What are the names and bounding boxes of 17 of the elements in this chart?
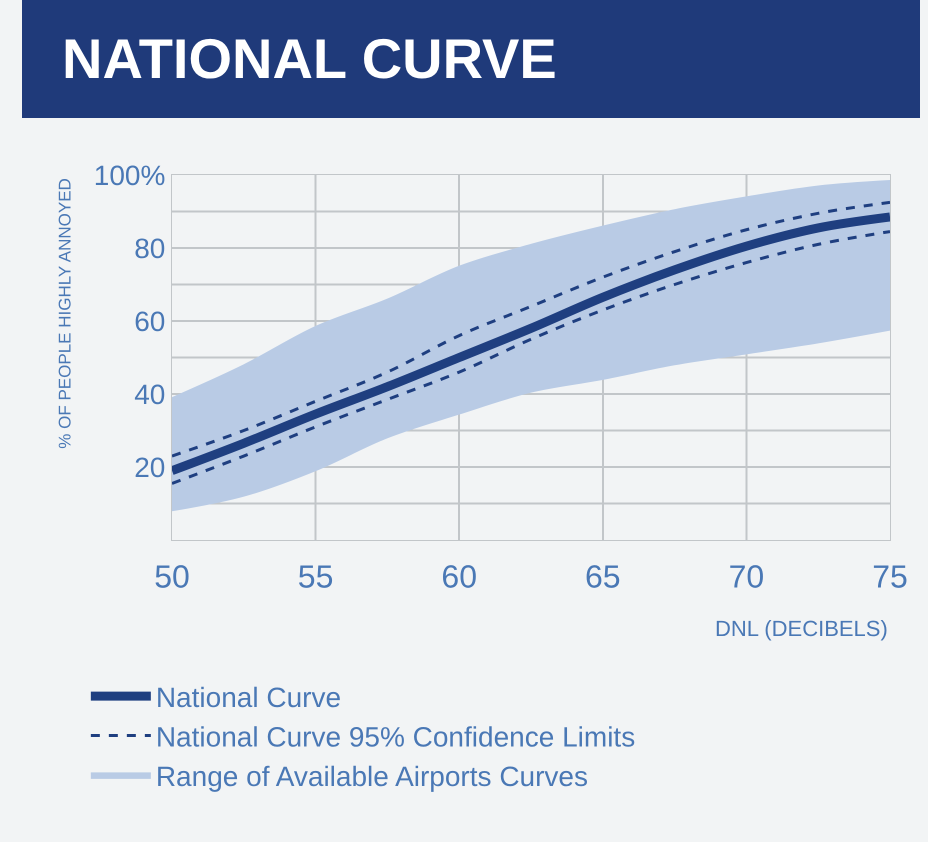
y-axis-title: % OF PEOPLE HIGHLY ANNOYED bbox=[55, 178, 74, 449]
x-tick-label: 55 bbox=[298, 558, 334, 594]
x-tick-label: 70 bbox=[728, 558, 764, 594]
legend-label: National Curve bbox=[156, 682, 342, 714]
x-tick-label: 65 bbox=[585, 558, 621, 594]
legend-label: National Curve 95% Confidence Limits bbox=[156, 721, 636, 752]
x-tick-label: 75 bbox=[872, 558, 908, 594]
y-tick-label: 100% bbox=[94, 160, 166, 191]
x-axis-title: DNL (DECIBELS) bbox=[715, 616, 888, 641]
x-tick-label: 60 bbox=[441, 558, 477, 594]
y-tick-label: 80 bbox=[134, 232, 166, 264]
x-tick-label: 50 bbox=[154, 558, 190, 594]
y-tick-label: 20 bbox=[134, 452, 166, 483]
y-tick-label: 60 bbox=[134, 306, 166, 337]
chart-title: NATIONAL CURVE bbox=[62, 27, 557, 90]
legend-label: Range of Available Airports Curves bbox=[156, 760, 588, 792]
y-tick-label: 40 bbox=[134, 378, 166, 410]
